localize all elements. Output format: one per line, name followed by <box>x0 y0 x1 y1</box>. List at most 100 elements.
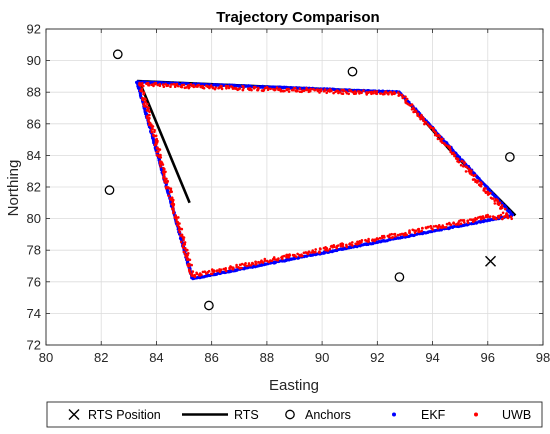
uwb-point <box>260 260 264 264</box>
uwb-point <box>158 84 162 87</box>
uwb-point <box>146 107 150 111</box>
anchor-marker <box>204 300 214 311</box>
uwb-point <box>162 85 166 88</box>
uwb-point <box>463 162 466 165</box>
uwb-point <box>404 98 408 102</box>
uwb-point <box>477 216 480 219</box>
uwb-point <box>459 222 463 225</box>
uwb-point <box>339 242 343 246</box>
uwb-point <box>287 90 291 93</box>
uwb-point <box>484 187 487 190</box>
uwb-point <box>170 196 174 199</box>
legend-label: EKF <box>421 408 446 422</box>
uwb-point <box>324 248 327 252</box>
uwb-point <box>285 255 288 259</box>
x-tick-label: 90 <box>315 350 329 365</box>
uwb-point <box>186 248 189 252</box>
uwb-point <box>438 135 442 138</box>
uwb-point <box>367 237 370 241</box>
uwb-point <box>197 273 201 277</box>
rts-position-marker <box>485 255 497 267</box>
plot-area: 80 82 84 86 88 90 92 94 96 98 72 74 76 78 80 82 84 86 88 90… <box>27 22 550 366</box>
uwb-point <box>468 218 472 221</box>
uwb-point <box>454 223 458 226</box>
uwb-point <box>452 222 455 225</box>
uwb-point <box>143 105 146 108</box>
uwb-point <box>173 83 176 86</box>
y-tick-label: 72 <box>27 338 41 353</box>
uwb-point <box>449 148 452 152</box>
uwb-point <box>492 197 495 200</box>
uwb-point <box>247 262 251 265</box>
uwb-point <box>170 202 174 206</box>
uwb-point <box>147 81 150 85</box>
uwb-point <box>220 87 224 91</box>
uwb-point <box>146 116 149 120</box>
uwb-point <box>323 88 327 91</box>
y-tick-label: 76 <box>27 274 41 289</box>
uwb-point <box>404 231 407 235</box>
uwb-point <box>174 214 177 217</box>
uwb-point <box>155 137 158 141</box>
uwb-point <box>471 220 475 223</box>
uwb-point <box>345 243 348 247</box>
uwb-point <box>148 116 151 120</box>
uwb-point <box>222 267 225 271</box>
uwb-point <box>504 207 507 211</box>
uwb-point <box>305 88 308 92</box>
y-tick-label: 80 <box>27 211 41 226</box>
anchor-marker <box>347 66 358 77</box>
uwb-point <box>215 269 218 273</box>
uwb-point <box>217 86 221 89</box>
uwb-point <box>256 88 260 92</box>
uwb-point <box>459 163 463 167</box>
uwb-point <box>482 189 486 192</box>
uwb-point <box>475 217 478 221</box>
uwb-point <box>467 167 471 171</box>
legend-item-uwb: UWB <box>474 408 531 422</box>
uwb-point <box>275 86 279 89</box>
uwb-point <box>434 133 438 137</box>
uwb-point <box>287 255 291 259</box>
uwb-point <box>402 234 406 237</box>
uwb-point <box>224 269 228 273</box>
uwb-point <box>191 270 195 273</box>
uwb-point <box>307 251 310 254</box>
uwb-point <box>329 245 333 248</box>
uwb-point <box>263 259 267 263</box>
legend-item-rts: RTS <box>182 408 259 422</box>
uwb-point <box>440 226 443 229</box>
uwb-point <box>496 200 499 203</box>
uwb-point <box>504 214 507 218</box>
uwb-point <box>209 272 213 276</box>
uwb-point <box>298 87 302 90</box>
uwb-point <box>487 192 491 196</box>
uwb-point <box>390 236 393 240</box>
rts-position-stroke <box>485 255 497 267</box>
uwb-point <box>486 215 489 219</box>
uwb-point <box>302 89 306 92</box>
uwb-point <box>154 81 158 85</box>
anchor-marker <box>394 272 405 282</box>
uwb-point <box>201 270 205 274</box>
uwb-point <box>412 108 416 111</box>
uwb-point <box>412 229 416 232</box>
uwb-point <box>162 166 165 170</box>
uwb-point <box>484 191 488 194</box>
uwb-point <box>398 92 401 96</box>
uwb-point <box>235 265 238 269</box>
uwb-point <box>272 257 275 261</box>
uwb-point <box>183 241 187 244</box>
uwb-point <box>325 91 329 95</box>
uwb-point <box>302 251 306 255</box>
y-tick-label: 92 <box>27 22 41 37</box>
uwb-point <box>345 245 348 249</box>
uwb-point <box>142 92 146 96</box>
uwb-point <box>165 181 169 184</box>
uwb-point <box>416 114 419 117</box>
uwb-point <box>142 102 145 106</box>
uwb-point <box>311 249 315 252</box>
y-axis-label: Northing <box>5 160 22 217</box>
uwb-point <box>382 234 386 238</box>
